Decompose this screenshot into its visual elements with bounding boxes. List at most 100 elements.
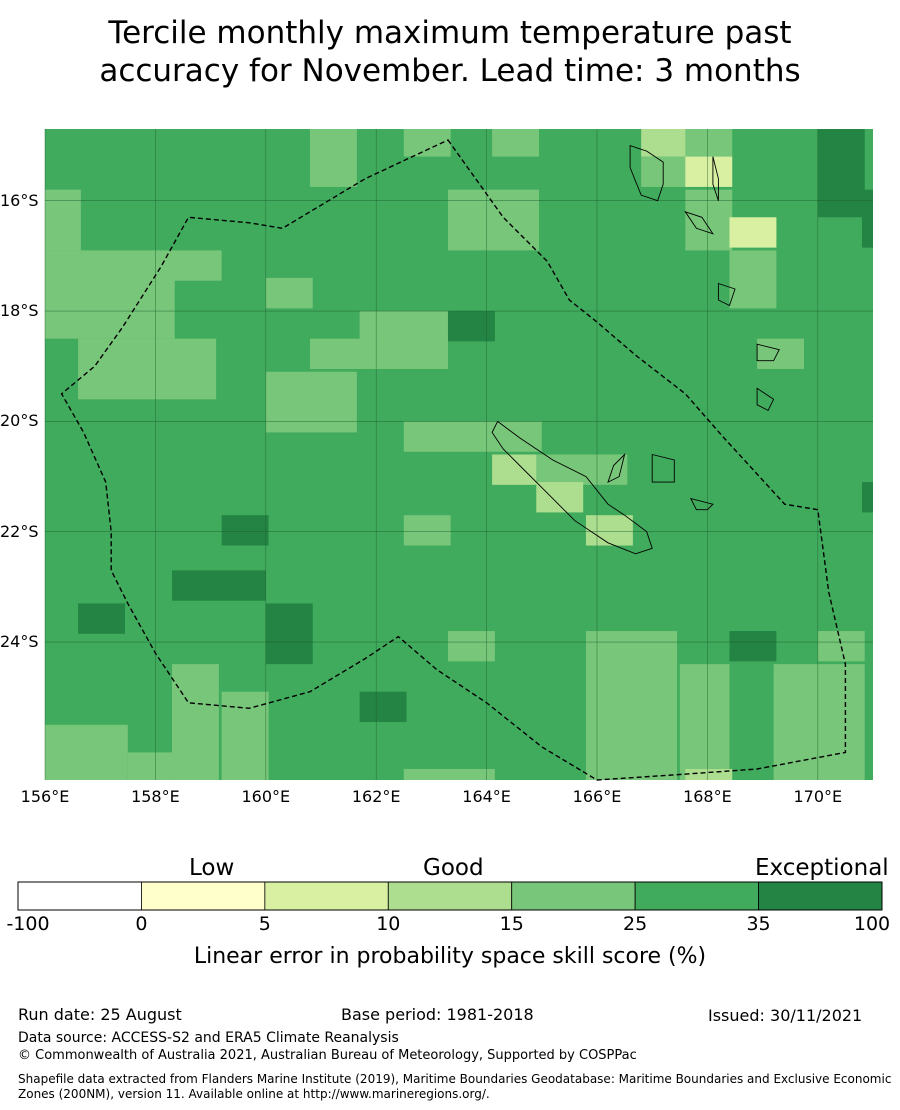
skill-cell — [127, 752, 172, 780]
skill-cell — [45, 189, 81, 251]
lon-tick-label: 166°E — [572, 787, 622, 806]
lat-tick-label: 20°S — [0, 411, 39, 431]
skill-cell — [403, 421, 542, 452]
skill-cell — [359, 691, 407, 723]
title-line-1: Tercile monthly maximum temperature past — [108, 15, 792, 51]
colorbar-segment — [141, 881, 266, 911]
island-outline — [689, 497, 714, 511]
island-outline — [756, 343, 780, 362]
skill-cell — [265, 277, 313, 309]
skill-cell — [78, 603, 126, 634]
title-line-2: accuracy for November. Lead time: 3 mont… — [99, 53, 801, 89]
base-period: Base period: 1981-2018 — [341, 1005, 534, 1024]
skill-cell — [171, 570, 266, 601]
island-outline — [756, 387, 775, 412]
colorbar-segment — [264, 881, 389, 911]
skill-cell — [45, 250, 222, 281]
lon-tick-label: 164°E — [462, 787, 511, 806]
island-outline — [651, 453, 675, 483]
colorbar-tick-label: 5 — [258, 913, 271, 935]
skill-cell — [45, 277, 175, 339]
shapefile-credit: Shapefile data extracted from Flanders M… — [18, 1072, 892, 1101]
coastlines — [491, 144, 780, 555]
skill-cell — [265, 603, 313, 665]
skill-cell — [729, 250, 777, 309]
colorbar-tick-label: 25 — [623, 913, 648, 935]
colorbar-category-good: Good — [423, 855, 484, 881]
skill-cell — [729, 217, 777, 248]
colorbar-tick-label: 15 — [499, 913, 524, 935]
colorbar-title: Linear error in probability space skill … — [193, 944, 707, 969]
skill-cell — [861, 217, 873, 248]
skill-cell — [685, 768, 733, 780]
issued-date: Issued: 30/11/2021 — [708, 1006, 863, 1025]
colorbar-segment — [387, 881, 513, 911]
colorbar-category-exceptional: Exceptional — [755, 855, 889, 881]
lon-tick-label: 160°E — [241, 787, 291, 806]
skill-cell — [685, 129, 733, 157]
data-source: Data source: ACCESS-S2 and ERA5 Climate … — [18, 1030, 399, 1046]
colorbar-tick-label: 35 — [746, 913, 771, 935]
eez-boundary — [60, 139, 847, 781]
skill-cell — [45, 724, 128, 780]
skill-cell — [78, 338, 217, 400]
colorbar-segment — [17, 881, 142, 911]
skill-cell — [403, 129, 451, 157]
skill-cell — [685, 189, 733, 251]
lat-tick-label: 18°S — [0, 301, 39, 321]
colorbar — [17, 881, 883, 911]
skill-cell — [447, 189, 540, 251]
island-outline — [717, 282, 736, 307]
island-outline — [712, 156, 719, 201]
island-outline — [491, 420, 653, 555]
skill-cell — [403, 515, 451, 546]
skill-cell — [309, 129, 357, 187]
skill-cell — [536, 482, 584, 513]
island-outline — [629, 144, 664, 202]
island-outline — [684, 210, 715, 235]
skill-cell — [265, 371, 357, 433]
skill-cell — [492, 454, 540, 485]
skill-cell — [536, 454, 628, 485]
skill-cell — [585, 515, 633, 546]
skill-cell — [817, 129, 865, 218]
copyright: © Commonwealth of Australia 2021, Austra… — [18, 1048, 637, 1063]
colorbar-tick-label: 0 — [135, 913, 148, 935]
skill-cell — [679, 664, 730, 780]
colorbar-tick-label: 100 — [853, 913, 891, 935]
skill-cell — [861, 189, 873, 221]
skill-cell — [817, 631, 865, 662]
colorbar-category-low: Low — [189, 855, 235, 881]
colorbar-segment — [634, 881, 759, 911]
lon-tick-label: 170°E — [793, 787, 843, 806]
skill-cell — [757, 338, 804, 369]
run-date: Run date: 25 August — [18, 1005, 182, 1024]
skill-cell — [309, 338, 448, 369]
gridlines — [44, 129, 873, 780]
skill-cell — [585, 631, 678, 780]
skill-cell — [861, 482, 873, 513]
skill-cell — [447, 311, 495, 342]
lat-tick-label: 16°S — [0, 190, 39, 210]
map-title: Tercile monthly maximum temperature past… — [0, 14, 900, 90]
skill-cell — [447, 631, 495, 662]
skill-cell — [403, 768, 495, 780]
lon-tick-label: 168°E — [683, 787, 732, 806]
colorbar-tick-label: -100 — [6, 913, 50, 935]
skill-cell — [641, 129, 689, 157]
island-outline — [607, 453, 626, 483]
colorbar-segment — [758, 881, 883, 911]
lat-tick-label: 22°S — [0, 521, 39, 541]
skill-cell — [171, 664, 219, 780]
lat-tick-label: 24°S — [0, 632, 39, 652]
skill-cells — [45, 129, 873, 780]
lon-tick-label: 162°E — [351, 787, 401, 806]
skill-cell — [641, 156, 689, 187]
skill-cell — [729, 631, 777, 662]
skill-cell — [492, 129, 540, 157]
lon-tick-label: 156°E — [20, 787, 70, 806]
colorbar-tick-label: 10 — [376, 913, 401, 935]
colorbar-segment — [511, 881, 636, 911]
skill-cell — [773, 664, 865, 780]
